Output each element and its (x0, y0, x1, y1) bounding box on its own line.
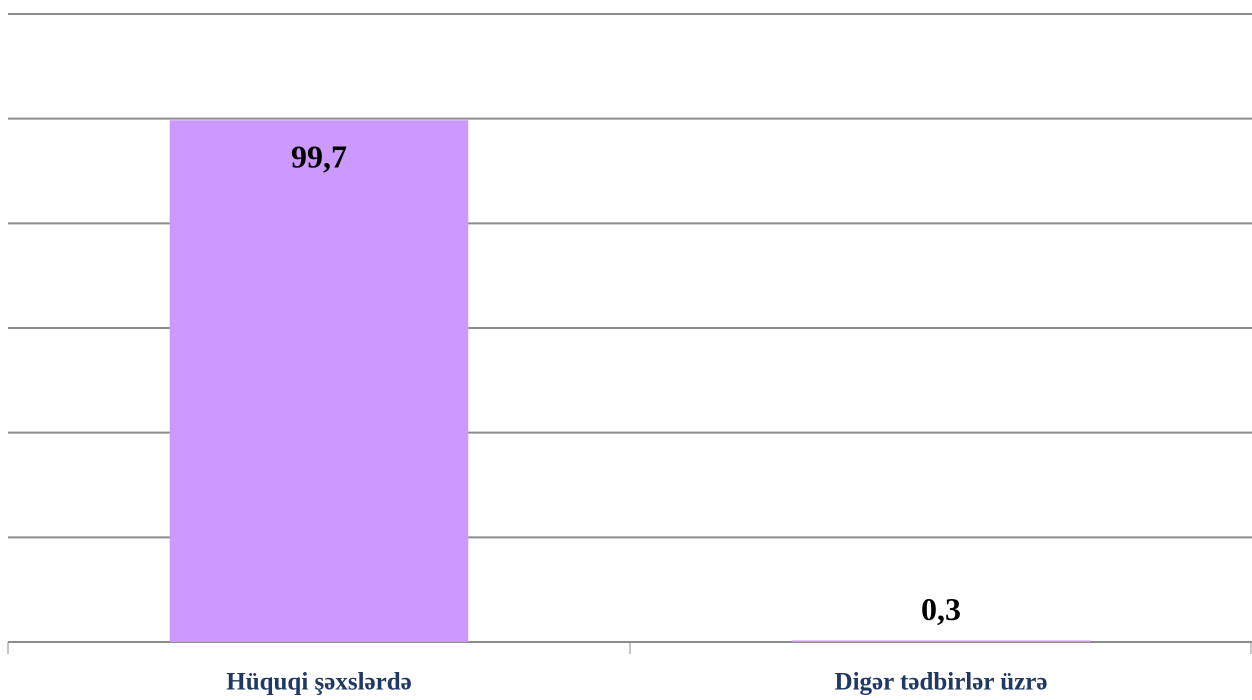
x-tick-label: Hüquqi şəxslərdə (226, 669, 411, 696)
bar (169, 120, 469, 642)
value-label: 0,3 (921, 591, 961, 627)
value-label: 99,7 (291, 139, 347, 175)
x-tick-label: Digər tədbirlər üzrə (835, 669, 1048, 696)
bar (791, 640, 1091, 642)
